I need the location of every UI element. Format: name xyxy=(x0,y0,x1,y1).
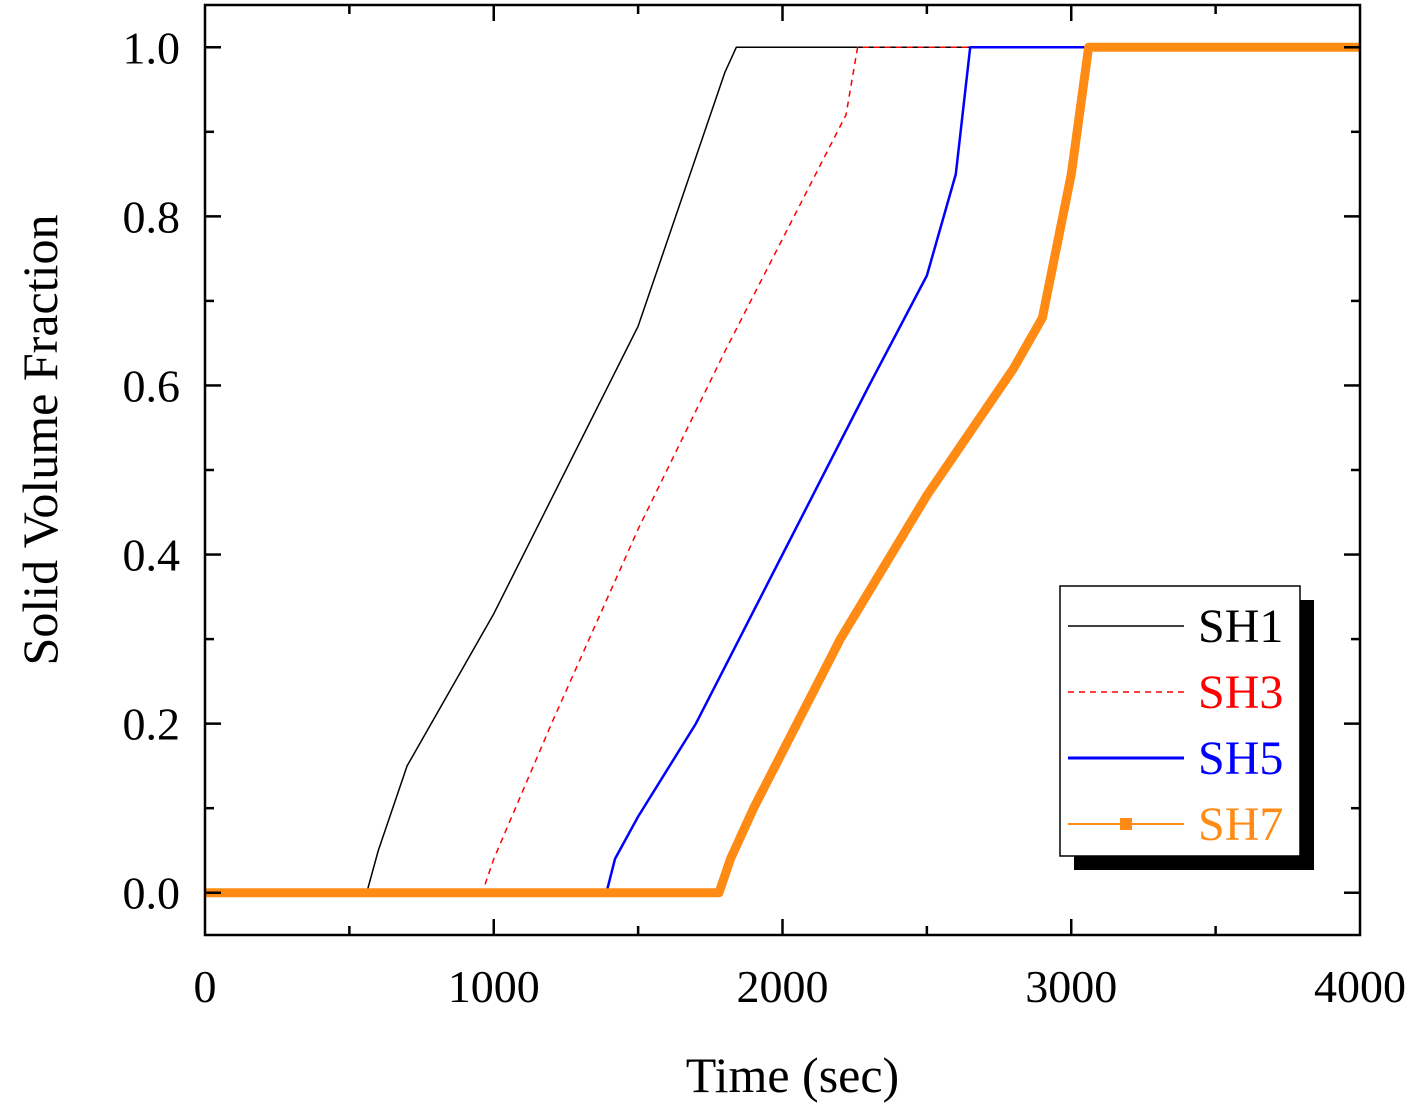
x-tick-label: 4000 xyxy=(1314,961,1406,1012)
y-tick-label: 0.6 xyxy=(123,360,181,411)
legend-box xyxy=(1059,585,1301,857)
legend-label-sh7: SH7 xyxy=(1198,798,1283,851)
y-tick-label: 0.8 xyxy=(123,191,181,242)
x-tick-label: 2000 xyxy=(737,961,829,1012)
y-tick-label: 0.2 xyxy=(123,699,181,750)
series-line-sh5 xyxy=(205,46,1360,894)
series-line-sh1 xyxy=(205,46,1360,894)
y-tick-label: 0.4 xyxy=(123,530,181,581)
legend-label-sh5: SH5 xyxy=(1198,732,1283,785)
series-line-sh3 xyxy=(205,46,1360,894)
series-group xyxy=(205,42,1360,898)
x-tick-label: 1000 xyxy=(448,961,540,1012)
legend-marker-sh7 xyxy=(1120,818,1132,830)
legend-label-sh3: SH3 xyxy=(1198,666,1283,719)
x-tick-label: 3000 xyxy=(1025,961,1117,1012)
x-axis-title: Time (sec) xyxy=(686,1047,899,1103)
y-tick-label: 0.0 xyxy=(123,868,181,919)
y-tick-label: 1.0 xyxy=(123,22,181,73)
series-line-sh7 xyxy=(205,42,1360,898)
legend-label-sh1: SH1 xyxy=(1198,600,1283,653)
x-tick-label: 0 xyxy=(194,961,217,1012)
y-axis-title: Solid Volume Fraction xyxy=(12,215,68,666)
